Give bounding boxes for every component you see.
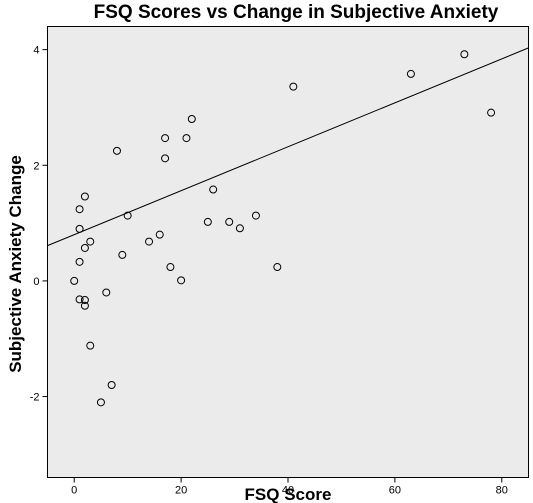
plot-area — [47, 26, 529, 478]
y-tick-label: 0 — [33, 276, 39, 288]
chart-title: FSQ Scores vs Change in Subjective Anxie… — [94, 2, 499, 23]
x-tick-label: 40 — [282, 485, 294, 497]
data-point — [118, 250, 127, 259]
data-point — [203, 217, 212, 226]
data-point — [225, 217, 234, 226]
y-axis: -2 0 2 4 — [30, 45, 48, 404]
x-tick-label: 60 — [389, 485, 401, 497]
data-point — [123, 211, 132, 220]
data-point — [251, 211, 260, 220]
data-point — [86, 341, 95, 350]
data-point — [166, 263, 175, 272]
data-point — [177, 276, 186, 285]
data-point — [80, 243, 89, 252]
y-tick-label: -2 — [30, 392, 40, 404]
data-point — [161, 134, 170, 143]
x-axis-label: FSQ Score — [245, 485, 332, 503]
data-point — [75, 257, 84, 266]
x-axis: 0 20 40 60 80 — [71, 477, 508, 497]
data-point — [273, 263, 282, 272]
data-point — [80, 301, 89, 310]
data-point — [406, 69, 415, 78]
y-tick-label: 4 — [33, 45, 39, 57]
data-point — [145, 237, 154, 246]
data-point — [460, 50, 469, 59]
data-point — [80, 295, 89, 304]
y-tick-label: 2 — [33, 160, 39, 172]
x-tick-label: 80 — [496, 485, 508, 497]
data-point — [235, 224, 244, 233]
x-tick-label: 0 — [71, 485, 77, 497]
data-point — [80, 192, 89, 201]
x-tick-label: 20 — [175, 485, 187, 497]
fit-line — [47, 47, 529, 247]
data-point — [487, 108, 496, 117]
data-point — [187, 115, 196, 124]
points-layer — [70, 50, 496, 407]
data-point — [182, 134, 191, 143]
fit-line-layer — [47, 47, 529, 247]
data-point — [96, 398, 105, 407]
data-point — [75, 295, 84, 304]
plot-background — [47, 26, 529, 478]
data-point — [75, 224, 84, 233]
data-point — [209, 185, 218, 194]
data-point — [86, 237, 95, 246]
data-point — [102, 288, 111, 297]
data-point — [75, 205, 84, 214]
data-point — [107, 380, 116, 389]
data-point — [161, 154, 170, 163]
data-point — [112, 146, 121, 155]
y-axis-label: Subjective Anxiety Change — [6, 155, 25, 373]
data-point — [289, 82, 298, 91]
data-point — [70, 276, 79, 285]
data-point — [155, 230, 164, 239]
